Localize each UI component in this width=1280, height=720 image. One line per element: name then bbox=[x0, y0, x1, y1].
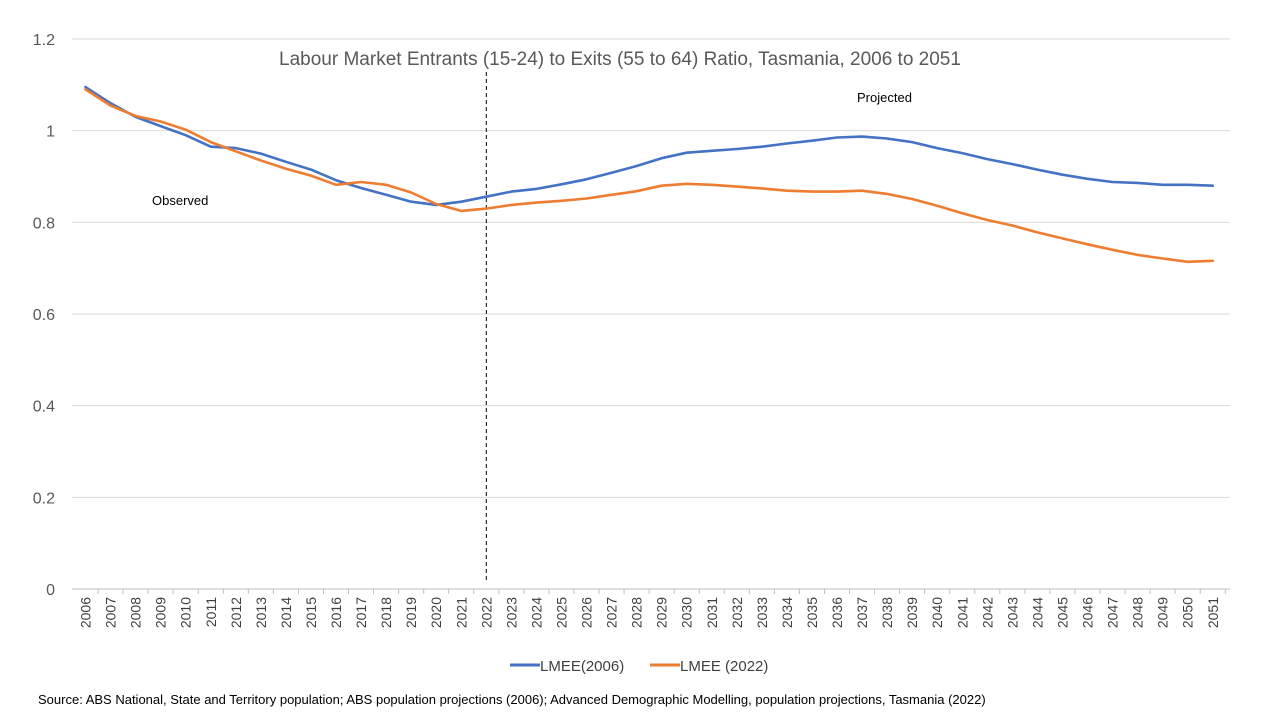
x-tick-label-2043: 2043 bbox=[1004, 597, 1020, 628]
legend-label-lmee-2006: LMEE(2006) bbox=[540, 658, 624, 675]
x-tick-label-2013: 2013 bbox=[253, 597, 269, 628]
y-tick-label-0: 0 bbox=[46, 582, 55, 599]
x-tick-label-2024: 2024 bbox=[528, 597, 544, 628]
x-tick-label-2047: 2047 bbox=[1105, 597, 1121, 628]
x-tick-label-2040: 2040 bbox=[929, 597, 945, 628]
x-tick-label-2012: 2012 bbox=[228, 597, 244, 628]
x-tick-label-2034: 2034 bbox=[779, 597, 795, 628]
x-tick-label-2044: 2044 bbox=[1029, 597, 1045, 628]
legend-label-lmee-2022: LMEE (2022) bbox=[680, 658, 768, 675]
y-tick-label-1.2: 1.2 bbox=[33, 32, 55, 49]
x-tick-label-2023: 2023 bbox=[503, 597, 519, 628]
x-tick-label-2046: 2046 bbox=[1080, 597, 1096, 628]
series-lines bbox=[84, 85, 1215, 264]
y-tick-label-0.8: 0.8 bbox=[33, 215, 55, 232]
x-tick-label-2051: 2051 bbox=[1205, 597, 1221, 628]
x-tick-label-2032: 2032 bbox=[729, 597, 745, 628]
y-tick-label-0.2: 0.2 bbox=[33, 490, 55, 507]
annotation-observed: Observed bbox=[152, 193, 208, 208]
legend: LMEE(2006) LMEE (2022) bbox=[510, 658, 768, 675]
source-note: Source: ABS National, State and Territor… bbox=[38, 692, 986, 707]
x-tick-label-2007: 2007 bbox=[103, 597, 119, 628]
x-tick-label-2019: 2019 bbox=[403, 597, 419, 628]
x-tick-label-2049: 2049 bbox=[1155, 597, 1171, 628]
x-tick-label-2018: 2018 bbox=[378, 597, 394, 628]
x-tick-label-2039: 2039 bbox=[904, 597, 920, 628]
x-tick-label-2025: 2025 bbox=[553, 597, 569, 628]
series-line-lmee-2006 bbox=[84, 85, 1215, 207]
x-tick-label-2048: 2048 bbox=[1130, 597, 1146, 628]
x-tick-label-2021: 2021 bbox=[453, 597, 469, 628]
x-tick-label-2033: 2033 bbox=[754, 597, 770, 628]
x-tick-label-2010: 2010 bbox=[178, 597, 194, 628]
x-tick-label-2015: 2015 bbox=[303, 597, 319, 628]
x-tick-label-2011: 2011 bbox=[203, 597, 219, 627]
x-tick-label-2042: 2042 bbox=[979, 597, 995, 628]
x-tick-label-2035: 2035 bbox=[804, 597, 820, 628]
x-tick-label-2045: 2045 bbox=[1054, 597, 1070, 628]
x-tick-label-2031: 2031 bbox=[704, 597, 720, 628]
y-tick-label-1: 1 bbox=[46, 124, 55, 141]
x-axis-tick-labels: 2006 2007 2008 2009 2010 2011 2012 2013 2014 2015… bbox=[78, 597, 1221, 628]
x-tick-label-2008: 2008 bbox=[128, 597, 144, 628]
y-axis-tick-labels: 0 0.2 0.4 0.6 0.8 1 1.2 bbox=[33, 32, 55, 599]
x-tick-label-2017: 2017 bbox=[353, 597, 369, 628]
x-tick-label-2037: 2037 bbox=[854, 597, 870, 628]
y-tick-label-0.6: 0.6 bbox=[33, 307, 55, 324]
annotation-projected: Projected bbox=[857, 90, 912, 105]
x-tick-label-2016: 2016 bbox=[328, 597, 344, 628]
x-tick-label-2027: 2027 bbox=[604, 597, 620, 628]
x-tick-label-2038: 2038 bbox=[879, 597, 895, 628]
series-line-lmee-2022 bbox=[84, 88, 1215, 264]
x-tick-label-2029: 2029 bbox=[654, 597, 670, 628]
x-tick-label-2028: 2028 bbox=[629, 597, 645, 628]
x-tick-label-2022: 2022 bbox=[478, 597, 494, 628]
x-tick-label-2041: 2041 bbox=[954, 597, 970, 628]
x-tick-label-2030: 2030 bbox=[679, 597, 695, 628]
x-tick-label-2009: 2009 bbox=[153, 597, 169, 628]
x-tick-label-2026: 2026 bbox=[579, 597, 595, 628]
y-tick-label-0.4: 0.4 bbox=[33, 399, 55, 416]
x-tick-label-2014: 2014 bbox=[278, 597, 294, 628]
x-tick-label-2006: 2006 bbox=[78, 597, 94, 628]
x-tick-label-2036: 2036 bbox=[829, 597, 845, 628]
gridlines bbox=[72, 38, 1230, 594]
x-tick-label-2020: 2020 bbox=[428, 597, 444, 628]
chart-title: Labour Market Entrants (15-24) to Exits … bbox=[279, 49, 961, 70]
x-tick-label-2050: 2050 bbox=[1180, 597, 1196, 628]
